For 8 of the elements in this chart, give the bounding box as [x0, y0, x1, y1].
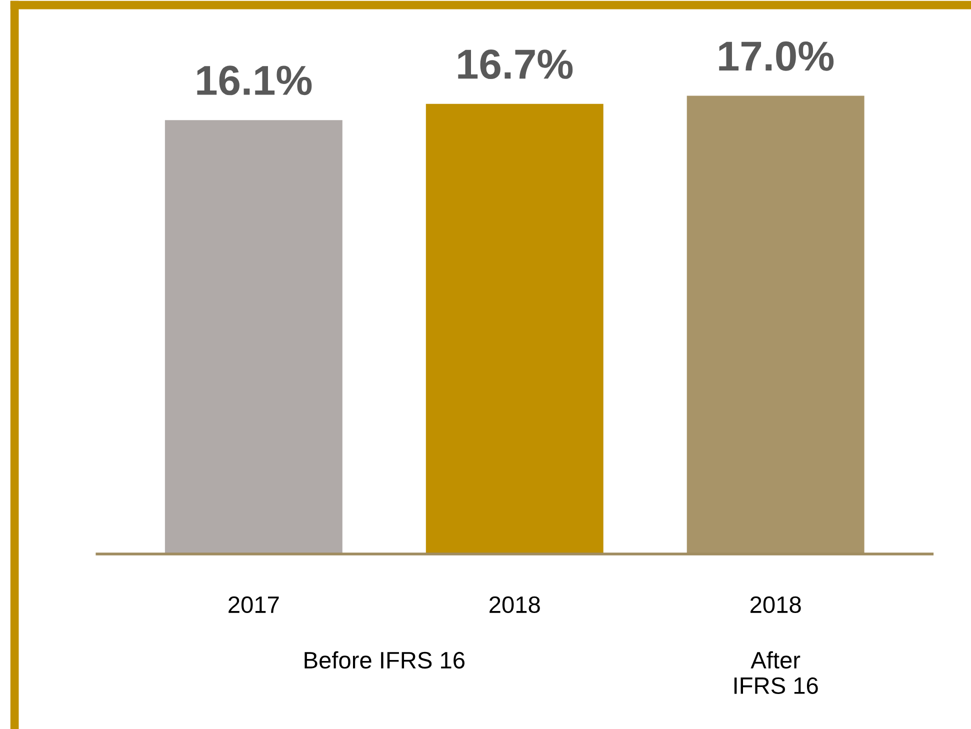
x-tick-label: 2017	[228, 596, 279, 614]
data-label: 17.0%	[719, 41, 834, 71]
x-tick-label: 2018	[750, 596, 801, 614]
x-tick-label: 2018	[490, 596, 540, 614]
text: Before IFRS 16	[304, 651, 464, 669]
data-label: 16.1%	[197, 66, 312, 96]
data-label: 16.7%	[458, 49, 573, 79]
text: After IFRS 16	[734, 651, 818, 694]
